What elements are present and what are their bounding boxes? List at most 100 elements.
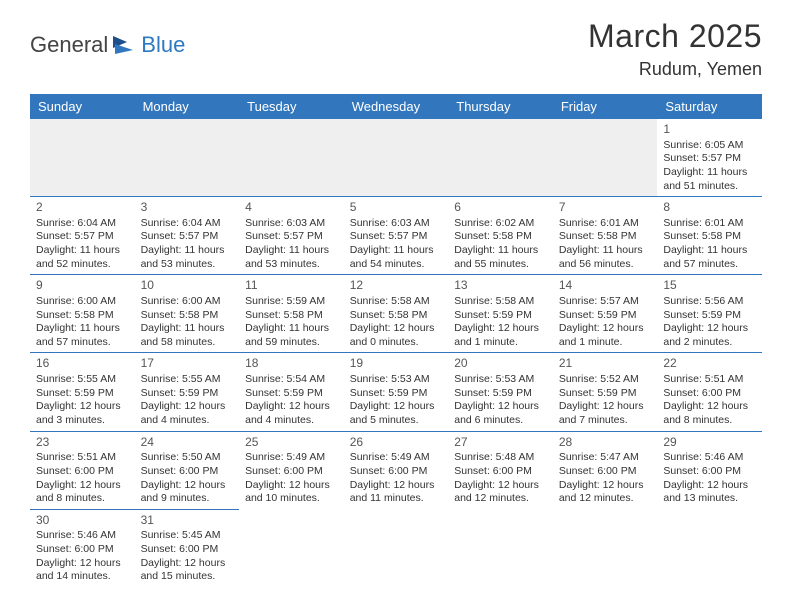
sunrise-line: Sunrise: 5:51 AM [36, 451, 129, 465]
sunset-line: Sunset: 5:59 PM [36, 387, 129, 401]
col-head-tue: Tuesday [239, 94, 344, 119]
sunset-line: Sunset: 6:00 PM [559, 465, 652, 479]
col-head-wed: Wednesday [344, 94, 449, 119]
calendar-week: 23Sunrise: 5:51 AMSunset: 6:00 PMDayligh… [30, 431, 762, 509]
calendar-cell: 5Sunrise: 6:03 AMSunset: 5:57 PMDaylight… [344, 197, 449, 275]
title-block: March 2025 Rudum, Yemen [588, 18, 762, 80]
day-number: 2 [36, 200, 129, 216]
sunrise-line: Sunrise: 5:50 AM [141, 451, 234, 465]
sunset-line: Sunset: 5:58 PM [663, 230, 756, 244]
sunrise-line: Sunrise: 5:49 AM [245, 451, 338, 465]
day-number: 9 [36, 278, 129, 294]
daylight-line: Daylight: 12 hours and 7 minutes. [559, 400, 652, 427]
col-head-fri: Friday [553, 94, 658, 119]
day-number: 19 [350, 356, 443, 372]
sunset-line: Sunset: 5:57 PM [245, 230, 338, 244]
calendar-cell [344, 119, 449, 197]
sunset-line: Sunset: 6:00 PM [350, 465, 443, 479]
sunrise-line: Sunrise: 6:01 AM [663, 217, 756, 231]
calendar-cell: 1Sunrise: 6:05 AMSunset: 5:57 PMDaylight… [657, 119, 762, 197]
calendar-cell: 2Sunrise: 6:04 AMSunset: 5:57 PMDaylight… [30, 197, 135, 275]
sunset-line: Sunset: 6:00 PM [36, 465, 129, 479]
sunset-line: Sunset: 6:00 PM [454, 465, 547, 479]
daylight-line: Daylight: 12 hours and 9 minutes. [141, 479, 234, 506]
sunset-line: Sunset: 5:58 PM [36, 309, 129, 323]
day-number: 28 [559, 435, 652, 451]
sunset-line: Sunset: 5:57 PM [36, 230, 129, 244]
daylight-line: Daylight: 11 hours and 53 minutes. [141, 244, 234, 271]
sunset-line: Sunset: 6:00 PM [141, 543, 234, 557]
sunset-line: Sunset: 5:57 PM [350, 230, 443, 244]
day-number: 8 [663, 200, 756, 216]
calendar-cell [448, 509, 553, 587]
sunrise-line: Sunrise: 5:47 AM [559, 451, 652, 465]
logo-text-blue: Blue [141, 32, 185, 58]
calendar-cell: 15Sunrise: 5:56 AMSunset: 5:59 PMDayligh… [657, 275, 762, 353]
sunset-line: Sunset: 6:00 PM [36, 543, 129, 557]
daylight-line: Daylight: 11 hours and 57 minutes. [663, 244, 756, 271]
day-number: 5 [350, 200, 443, 216]
sunrise-line: Sunrise: 5:58 AM [350, 295, 443, 309]
sunrise-line: Sunrise: 5:45 AM [141, 529, 234, 543]
daylight-line: Daylight: 12 hours and 0 minutes. [350, 322, 443, 349]
day-number: 1 [663, 122, 756, 138]
daylight-line: Daylight: 11 hours and 59 minutes. [245, 322, 338, 349]
calendar-cell [448, 119, 553, 197]
sunrise-line: Sunrise: 6:04 AM [141, 217, 234, 231]
sunrise-line: Sunrise: 5:48 AM [454, 451, 547, 465]
sunset-line: Sunset: 6:00 PM [245, 465, 338, 479]
sunrise-line: Sunrise: 5:58 AM [454, 295, 547, 309]
day-number: 4 [245, 200, 338, 216]
calendar-cell: 27Sunrise: 5:48 AMSunset: 6:00 PMDayligh… [448, 431, 553, 509]
sunrise-line: Sunrise: 5:46 AM [663, 451, 756, 465]
sunset-line: Sunset: 6:00 PM [663, 465, 756, 479]
sunset-line: Sunset: 5:59 PM [245, 387, 338, 401]
daylight-line: Daylight: 12 hours and 2 minutes. [663, 322, 756, 349]
daylight-line: Daylight: 12 hours and 11 minutes. [350, 479, 443, 506]
sunrise-line: Sunrise: 5:51 AM [663, 373, 756, 387]
calendar-week: 30Sunrise: 5:46 AMSunset: 6:00 PMDayligh… [30, 509, 762, 587]
day-number: 7 [559, 200, 652, 216]
calendar-cell: 9Sunrise: 6:00 AMSunset: 5:58 PMDaylight… [30, 275, 135, 353]
daylight-line: Daylight: 11 hours and 56 minutes. [559, 244, 652, 271]
calendar-cell [135, 119, 240, 197]
calendar-cell: 25Sunrise: 5:49 AMSunset: 6:00 PMDayligh… [239, 431, 344, 509]
sunset-line: Sunset: 6:00 PM [663, 387, 756, 401]
sunrise-line: Sunrise: 5:46 AM [36, 529, 129, 543]
sunrise-line: Sunrise: 6:04 AM [36, 217, 129, 231]
sunrise-line: Sunrise: 5:56 AM [663, 295, 756, 309]
calendar-cell: 17Sunrise: 5:55 AMSunset: 5:59 PMDayligh… [135, 353, 240, 431]
calendar-cell [657, 509, 762, 587]
col-head-sat: Saturday [657, 94, 762, 119]
daylight-line: Daylight: 12 hours and 13 minutes. [663, 479, 756, 506]
sunrise-line: Sunrise: 5:53 AM [454, 373, 547, 387]
daylight-line: Daylight: 12 hours and 3 minutes. [36, 400, 129, 427]
day-number: 24 [141, 435, 234, 451]
day-number: 22 [663, 356, 756, 372]
calendar-cell: 7Sunrise: 6:01 AMSunset: 5:58 PMDaylight… [553, 197, 658, 275]
daylight-line: Daylight: 12 hours and 10 minutes. [245, 479, 338, 506]
flag-icon [111, 34, 139, 56]
daylight-line: Daylight: 12 hours and 1 minute. [454, 322, 547, 349]
day-number: 14 [559, 278, 652, 294]
calendar-cell: 28Sunrise: 5:47 AMSunset: 6:00 PMDayligh… [553, 431, 658, 509]
day-number: 11 [245, 278, 338, 294]
calendar-cell [553, 119, 658, 197]
calendar-cell: 21Sunrise: 5:52 AMSunset: 5:59 PMDayligh… [553, 353, 658, 431]
day-number: 17 [141, 356, 234, 372]
header: General Blue March 2025 Rudum, Yemen [0, 0, 792, 88]
daylight-line: Daylight: 12 hours and 12 minutes. [454, 479, 547, 506]
calendar-cell: 3Sunrise: 6:04 AMSunset: 5:57 PMDaylight… [135, 197, 240, 275]
day-number: 29 [663, 435, 756, 451]
daylight-line: Daylight: 11 hours and 57 minutes. [36, 322, 129, 349]
day-number: 21 [559, 356, 652, 372]
sunset-line: Sunset: 5:59 PM [141, 387, 234, 401]
sunrise-line: Sunrise: 5:52 AM [559, 373, 652, 387]
daylight-line: Daylight: 12 hours and 14 minutes. [36, 557, 129, 584]
sunrise-line: Sunrise: 6:01 AM [559, 217, 652, 231]
daylight-line: Daylight: 11 hours and 53 minutes. [245, 244, 338, 271]
sunset-line: Sunset: 5:58 PM [350, 309, 443, 323]
sunrise-line: Sunrise: 5:49 AM [350, 451, 443, 465]
sunset-line: Sunset: 5:58 PM [559, 230, 652, 244]
sunset-line: Sunset: 5:59 PM [559, 387, 652, 401]
